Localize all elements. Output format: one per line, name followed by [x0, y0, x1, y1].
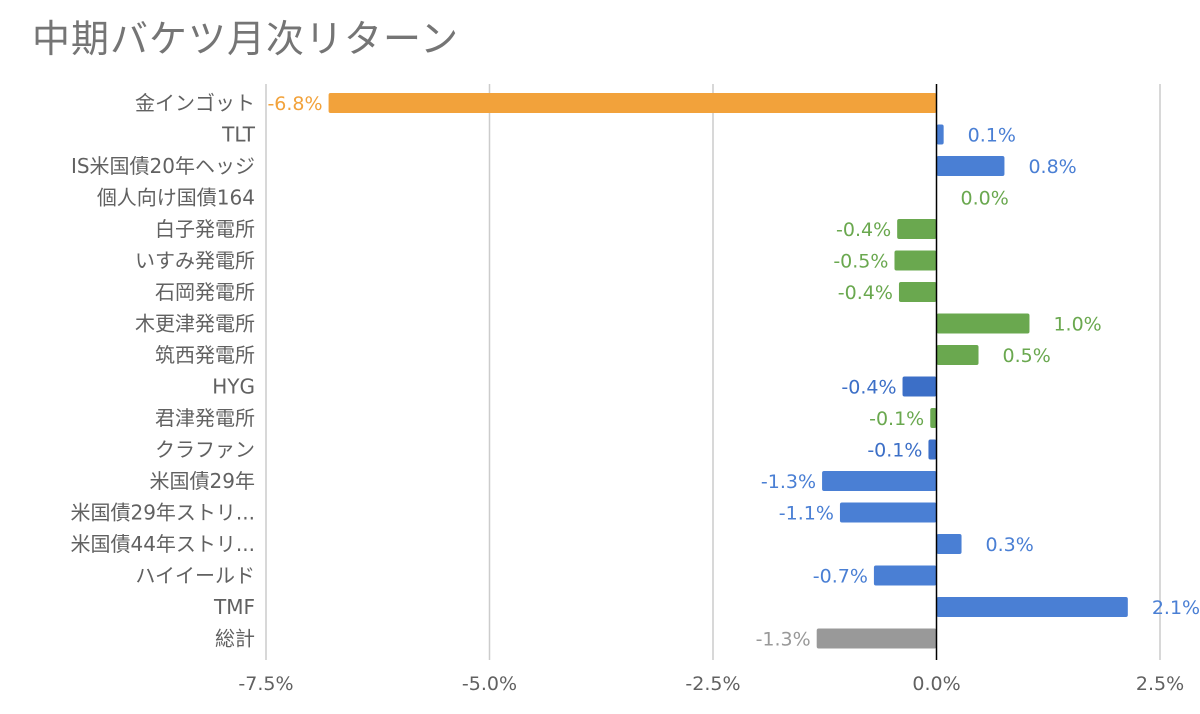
data-label: -1.3%	[756, 629, 811, 651]
category-label: 石岡発電所	[155, 280, 255, 304]
category-label: TLT	[221, 123, 256, 147]
bar	[936, 124, 944, 145]
category-label: 米国債29年	[150, 469, 255, 493]
data-label: -0.4%	[841, 377, 896, 399]
data-label: -6.8%	[267, 93, 322, 115]
category-label: 米国債29年ストリ...	[70, 501, 255, 525]
data-label: -0.7%	[813, 566, 868, 588]
bar	[936, 597, 1128, 617]
category-label: 個人向け国債164	[97, 186, 255, 210]
x-tick-label: -7.5%	[238, 673, 293, 695]
category-label: TMF	[213, 595, 255, 619]
data-label: -0.5%	[833, 251, 888, 273]
x-tick-label: 0.0%	[912, 673, 960, 695]
bar	[816, 628, 937, 649]
data-label: 0.1%	[968, 125, 1016, 147]
category-label: 筑西発電所	[155, 343, 255, 367]
data-label: 2.1%	[1152, 597, 1200, 619]
category-label: HYG	[212, 375, 255, 399]
data-label: 1.0%	[1053, 314, 1101, 336]
bar	[898, 282, 937, 302]
data-label: -0.1%	[867, 440, 922, 462]
bar	[902, 376, 937, 397]
data-label: -1.3%	[761, 471, 816, 493]
x-tick-label: -2.5%	[685, 673, 740, 695]
bar	[928, 439, 937, 460]
bar	[839, 502, 937, 523]
category-label: 金インゴット	[135, 91, 255, 115]
x-tick-label: -5.0%	[462, 673, 517, 695]
data-label: 0.3%	[986, 534, 1034, 556]
bar	[930, 408, 937, 428]
category-label: 米国債44年ストリ...	[70, 532, 255, 556]
category-label: いすみ発電所	[135, 249, 255, 273]
data-label: 0.5%	[1003, 345, 1051, 367]
chart-title: 中期バケツ月次リターン	[32, 17, 460, 61]
bar	[936, 313, 1030, 334]
category-label: 君津発電所	[155, 406, 255, 430]
data-label: -0.1%	[869, 408, 924, 430]
bar	[822, 471, 937, 491]
bar	[328, 93, 937, 113]
bar	[936, 534, 962, 554]
category-label: クラファン	[155, 438, 255, 462]
data-label: 0.0%	[961, 188, 1009, 210]
data-label: 0.8%	[1028, 156, 1076, 178]
data-label: -0.4%	[838, 282, 893, 304]
category-label: 白子発電所	[155, 217, 255, 241]
bar	[897, 219, 937, 239]
category-label: IS米国債20年ヘッジ	[71, 154, 255, 178]
bar	[936, 345, 979, 365]
x-tick-label: 2.5%	[1136, 673, 1184, 695]
category-label: 木更津発電所	[135, 312, 255, 336]
bar	[894, 250, 937, 271]
bar	[936, 156, 1005, 176]
category-label: 総計	[215, 627, 255, 651]
category-label: ハイイールド	[135, 564, 255, 588]
data-label: -0.4%	[836, 219, 891, 241]
data-label: -1.1%	[779, 503, 834, 525]
bar	[873, 565, 937, 586]
